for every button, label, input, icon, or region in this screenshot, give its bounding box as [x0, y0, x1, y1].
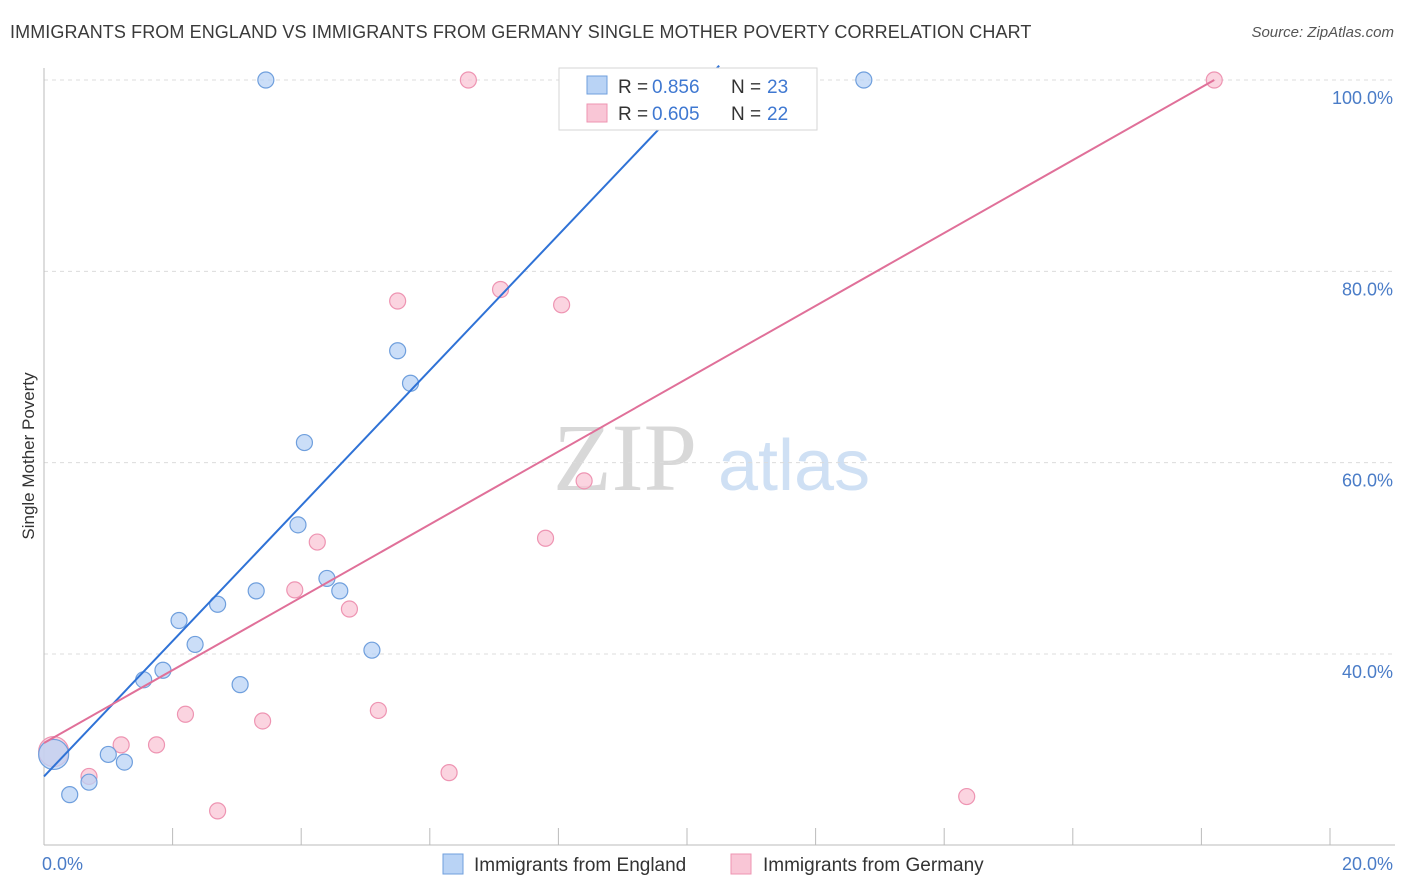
point-germany-14: [491, 280, 510, 299]
point-germany-8: [308, 533, 326, 551]
y-tick-label-80: 80.0%: [1342, 279, 1393, 299]
stats-england-n-label: N =: [731, 77, 761, 98]
gridlines: [44, 79, 1395, 655]
x-tick-label-0: 0.0%: [42, 854, 83, 874]
point-england-4: [115, 753, 133, 771]
point-germany-16: [553, 296, 571, 314]
stats-germany-n-value: 22: [767, 104, 788, 125]
bottom-legend: Immigrants from England Immigrants from …: [442, 853, 984, 876]
point-germany-20: [958, 787, 976, 806]
y-tick-labels: 40.0% 60.0% 80.0% 100.0%: [1332, 88, 1393, 682]
point-germany-12: [440, 764, 458, 782]
legend-germany-swatch: [730, 853, 752, 875]
point-germany-7: [286, 581, 304, 599]
point-germany-2: [112, 736, 130, 754]
point-england-10: [231, 676, 249, 694]
point-england-9: [209, 595, 227, 613]
point-england-11: [247, 582, 265, 600]
point-england-17: [363, 641, 381, 659]
x-tick-label-20: 20.0%: [1342, 854, 1393, 874]
point-england-8: [186, 635, 204, 654]
point-germany-17: [575, 472, 593, 490]
y-tick-label-100: 100.0%: [1332, 88, 1393, 108]
x-ticks: [43, 828, 1331, 845]
stats-england-n-value: 23: [767, 77, 788, 98]
y-tick-label-40: 40.0%: [1342, 662, 1393, 682]
stats-germany-r-label: R =: [618, 104, 648, 125]
point-england-18: [389, 342, 407, 360]
point-england-3: [99, 745, 117, 764]
legend-england-label: Immigrants from England: [474, 855, 686, 876]
stats-england-r-value: 0.856: [652, 77, 700, 98]
point-germany-6: [254, 712, 272, 730]
stats-legend: R = 0.856 N = 23 R = 0.605 N = 22: [558, 67, 818, 131]
y-axis-label: Single Mother Poverty: [19, 372, 38, 540]
watermark-zip: ZIP: [553, 404, 697, 511]
point-germany-13: [459, 71, 477, 89]
point-germany-3: [147, 736, 166, 754]
stats-england-swatch: [586, 75, 608, 95]
legend-germany-label: Immigrants from Germany: [763, 855, 984, 876]
source-credit: Source: ZipAtlas.com: [1251, 24, 1394, 41]
fit-line-england: [43, 64, 720, 778]
watermark-atlas: atlas: [718, 426, 870, 506]
point-germany-15: [536, 529, 555, 547]
stats-germany-swatch: [586, 103, 608, 123]
point-england-7: [170, 611, 188, 630]
point-england-22: [855, 71, 873, 89]
point-england-13: [289, 516, 307, 534]
point-germany-10: [369, 701, 387, 720]
point-germany-4: [176, 705, 195, 723]
point-england-2: [80, 773, 98, 791]
point-germany-9: [340, 600, 359, 618]
point-england-16: [331, 582, 349, 600]
point-england-14: [295, 433, 314, 452]
point-england-0: [38, 738, 70, 771]
axes: [43, 68, 1395, 846]
stats-germany-r-value: 0.605: [652, 104, 700, 125]
fit-line-germany: [43, 79, 1215, 744]
stats-germany-n-label: N =: [731, 104, 761, 125]
fit-lines: [43, 64, 1215, 778]
stats-england-r-label: R =: [618, 77, 648, 98]
x-tick-labels: 0.0% 20.0%: [42, 854, 1393, 874]
point-germany-11: [389, 292, 407, 310]
point-germany-5: [209, 802, 227, 820]
y-tick-label-60: 60.0%: [1342, 471, 1393, 491]
chart-title: IMMIGRANTS FROM ENGLAND VS IMMIGRANTS FR…: [10, 22, 1032, 42]
legend-england-swatch: [442, 853, 464, 875]
point-england-1: [61, 786, 79, 804]
point-england-12: [257, 71, 275, 89]
